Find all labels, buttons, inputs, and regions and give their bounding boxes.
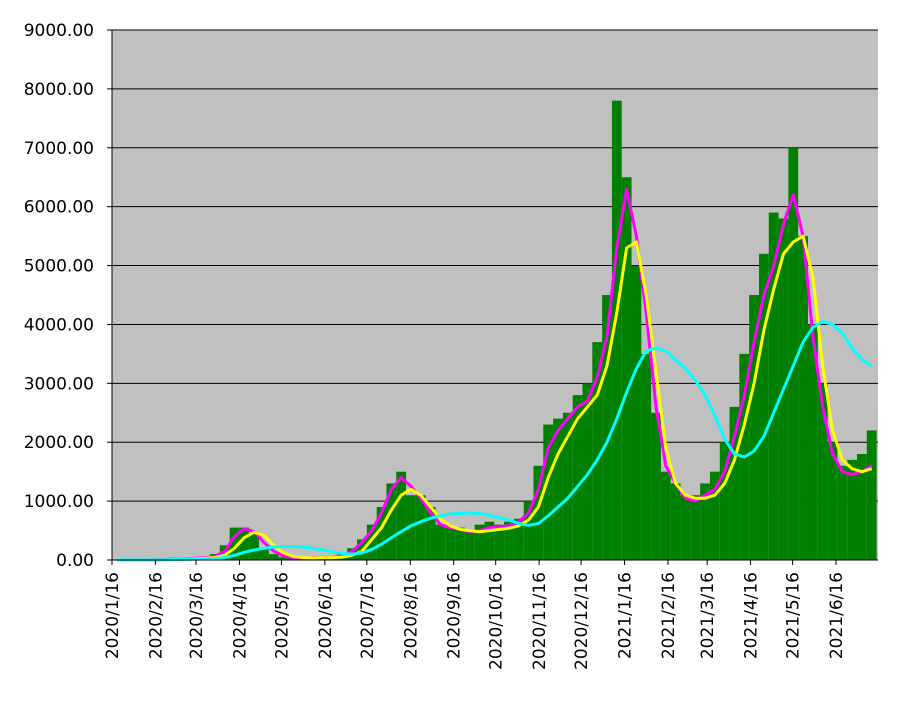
bar xyxy=(709,471,720,560)
bar xyxy=(415,495,426,560)
bar xyxy=(729,406,740,560)
y-tick-label: 0.00 xyxy=(56,551,94,571)
bar xyxy=(837,465,848,560)
x-tick-label: 2020/8/16 xyxy=(401,572,421,659)
y-tick-label: 4000.00 xyxy=(24,315,94,335)
x-tick-label: 2021/2/16 xyxy=(659,572,679,659)
x-tick-label: 2020/2/16 xyxy=(146,572,166,659)
bar xyxy=(690,495,701,560)
bar xyxy=(572,395,583,560)
bar xyxy=(435,524,446,560)
bar xyxy=(259,548,269,560)
bar xyxy=(484,521,495,560)
bar xyxy=(807,324,818,560)
bar xyxy=(602,295,612,560)
bar xyxy=(543,424,554,560)
bar xyxy=(680,495,691,560)
y-tick-label: 5000.00 xyxy=(24,257,94,277)
bar xyxy=(513,518,524,560)
bar xyxy=(386,483,397,560)
bar xyxy=(278,557,289,560)
bar xyxy=(523,501,534,560)
bar xyxy=(249,533,260,560)
x-tick-label: 2020/4/16 xyxy=(230,572,250,659)
bar xyxy=(700,483,710,560)
bar xyxy=(464,530,475,560)
x-tick-label: 2020/10/16 xyxy=(487,572,507,670)
bar xyxy=(719,442,730,560)
bar xyxy=(445,527,456,560)
line xyxy=(116,187,873,562)
bar xyxy=(396,471,407,560)
bar xyxy=(455,527,465,560)
y-tick-label: 6000.00 xyxy=(24,198,94,218)
bar xyxy=(562,412,573,560)
x-tick-label: 2020/1/16 xyxy=(103,572,123,659)
x-tick-label: 2021/3/16 xyxy=(698,572,718,659)
bar xyxy=(788,147,799,560)
y-tick-label: 9000.00 xyxy=(24,21,94,41)
bar xyxy=(533,465,544,560)
bar xyxy=(758,253,769,560)
bar xyxy=(611,100,622,561)
bar xyxy=(817,383,828,560)
x-tick-label: 2020/11/16 xyxy=(530,572,550,670)
x-tick-label: 2020/6/16 xyxy=(316,572,336,659)
bar xyxy=(768,212,779,561)
x-tick-label: 2021/6/16 xyxy=(827,572,847,659)
bar xyxy=(798,236,808,560)
bar xyxy=(866,430,877,560)
bar xyxy=(229,527,240,560)
bar xyxy=(856,454,867,560)
bar xyxy=(827,442,838,560)
x-tick-label: 2021/1/16 xyxy=(616,572,636,659)
bar xyxy=(621,177,632,560)
bar xyxy=(288,558,299,560)
bar xyxy=(592,342,603,560)
bar xyxy=(582,383,593,560)
line xyxy=(116,234,873,562)
bar xyxy=(504,521,514,560)
x-tick-label: 2020/9/16 xyxy=(445,572,465,659)
y-tick-label: 7000.00 xyxy=(24,139,94,159)
bar xyxy=(670,483,681,560)
bar xyxy=(641,353,652,560)
bar xyxy=(494,524,505,560)
x-tick-label: 2020/12/16 xyxy=(572,572,592,670)
x-tick-label: 2021/4/16 xyxy=(742,572,762,659)
x-tick-label: 2020/7/16 xyxy=(358,572,378,659)
bar xyxy=(553,418,563,560)
bar xyxy=(651,412,661,560)
bar xyxy=(660,471,671,560)
y-tick-label: 2000.00 xyxy=(24,433,94,453)
bar xyxy=(631,265,642,560)
y-tick-label: 1000.00 xyxy=(24,492,94,512)
bar xyxy=(406,495,416,560)
bar xyxy=(847,459,857,560)
x-tick-label: 2020/5/16 xyxy=(272,572,292,659)
bar xyxy=(239,527,250,560)
x-tick-label: 2020/3/16 xyxy=(187,572,207,659)
bar xyxy=(366,524,377,560)
bar xyxy=(425,507,436,560)
bar xyxy=(749,295,759,560)
bar xyxy=(474,524,485,560)
bar xyxy=(268,554,279,560)
y-tick-label: 8000.00 xyxy=(24,80,94,100)
bar xyxy=(376,507,387,560)
y-tick-label: 3000.00 xyxy=(24,374,94,394)
line xyxy=(116,320,873,562)
x-tick-label: 2021/5/16 xyxy=(784,572,804,659)
